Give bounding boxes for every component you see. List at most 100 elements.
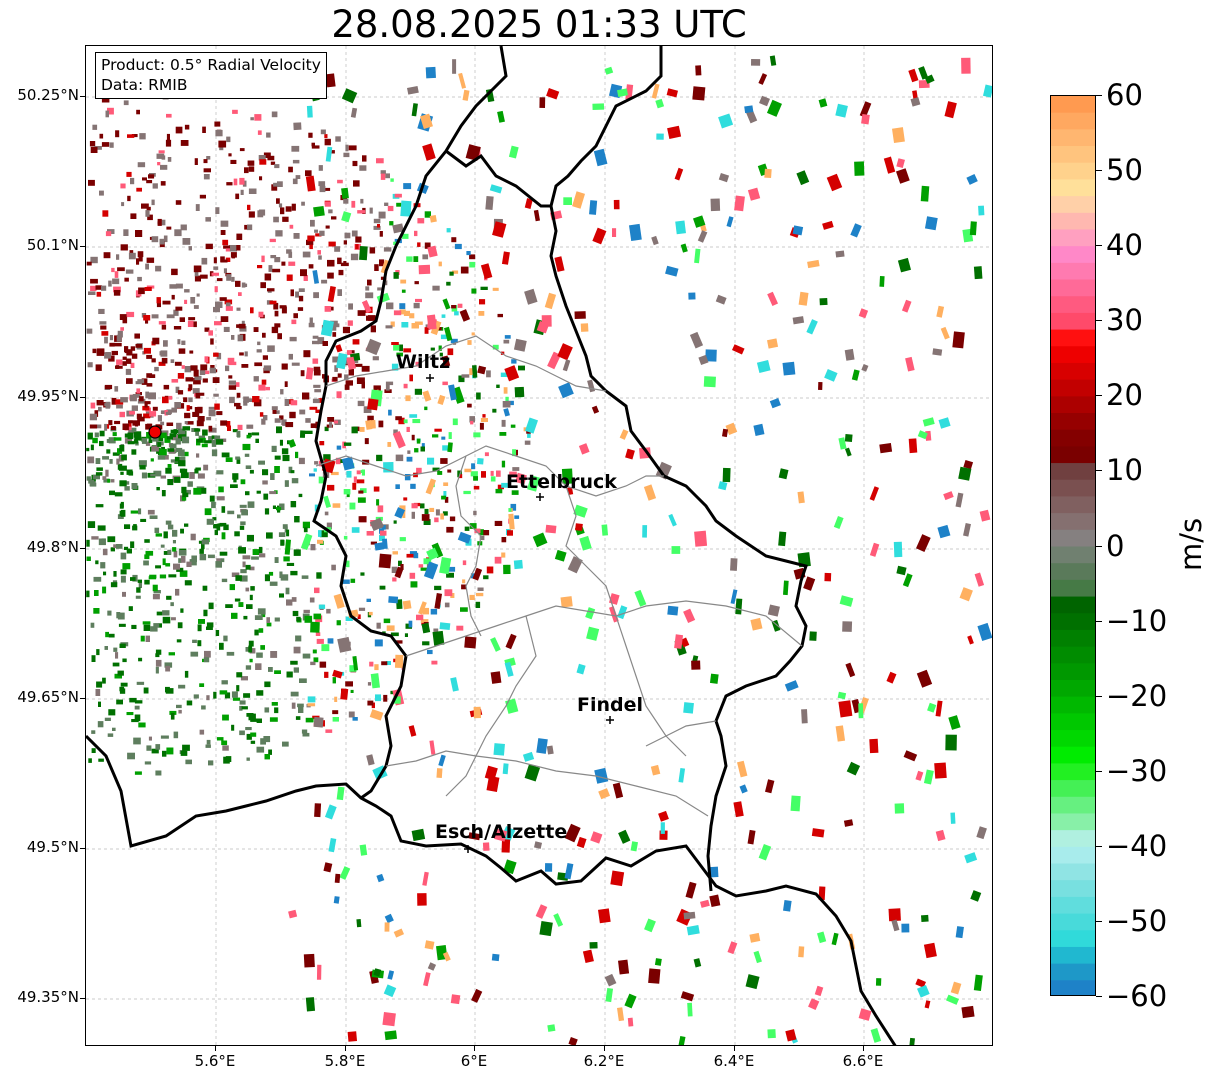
radar-echo: [138, 508, 142, 515]
radar-echo: [504, 661, 514, 677]
radar-echo: [192, 411, 200, 417]
radar-echo: [568, 1037, 578, 1045]
radar-echo: [806, 319, 818, 335]
radar-echo: [478, 529, 484, 536]
colorbar-tick-label: 40: [1106, 228, 1143, 262]
radar-echo: [206, 626, 213, 630]
radar-echo: [355, 244, 359, 250]
radar-echo: [505, 698, 519, 714]
map-title: 28.08.2025 01:33 UTC: [331, 3, 747, 46]
radar-echo: [149, 515, 158, 519]
radar-echo: [373, 385, 381, 392]
radar-echo: [124, 486, 130, 491]
radar-echo: [110, 426, 116, 430]
radar-echo: [166, 113, 172, 118]
radar-echo: [665, 265, 679, 277]
radar-echo: [305, 997, 316, 1012]
radar-echo: [323, 495, 332, 508]
radar-echo: [783, 580, 789, 596]
radar-echo: [209, 367, 216, 374]
radar-echo: [107, 478, 111, 483]
radar-echo: [233, 478, 237, 483]
radar-echo: [249, 658, 253, 663]
radar-echo: [277, 333, 282, 340]
radar-echo: [314, 461, 319, 465]
radar-echo: [735, 598, 743, 615]
radar-echo: [171, 407, 177, 413]
radar-echo: [492, 408, 497, 413]
radar-echo: [718, 481, 728, 491]
radar-echo: [160, 735, 169, 739]
radar-echo: [477, 587, 484, 591]
radar-echo: [186, 561, 192, 567]
radar-echo: [176, 434, 183, 442]
radar-echo: [411, 503, 418, 509]
radar-echo: [417, 893, 427, 906]
radar-echo: [186, 421, 194, 425]
radar-echo: [236, 430, 241, 437]
radar-echo: [837, 691, 847, 700]
radar-echo: [332, 503, 341, 508]
radar-echo: [433, 628, 439, 632]
radar-echo: [306, 239, 314, 246]
radar-echo: [211, 440, 217, 447]
radar-echo: [387, 205, 394, 212]
radar-echo: [385, 381, 394, 386]
radar-echo: [893, 541, 903, 558]
radar-echo: [331, 216, 337, 220]
radar-echo: [467, 403, 472, 408]
radar-echo: [308, 132, 313, 138]
radar-echo: [409, 313, 415, 319]
radar-echo: [316, 964, 322, 980]
radar-echo: [178, 558, 182, 563]
radar-echo: [286, 274, 293, 281]
radar-echo: [100, 562, 106, 569]
colorbar-segment: [1051, 112, 1095, 130]
radar-echo: [131, 483, 138, 489]
radar-echo: [422, 254, 429, 260]
radar-echo: [512, 467, 520, 471]
radar-echo: [758, 73, 768, 85]
radar-echo: [124, 346, 129, 353]
radar-echo: [89, 413, 97, 421]
radar-echo: [343, 152, 350, 158]
colorbar-tick-mark: [1096, 996, 1102, 997]
radar-echo: [109, 459, 113, 464]
radar-echo: [196, 293, 200, 297]
radar-echo: [193, 369, 199, 377]
radar-echo: [245, 465, 252, 469]
colorbar-segment: [1051, 546, 1095, 564]
lat-tick-mark: [80, 848, 85, 849]
radar-echo: [629, 223, 642, 242]
radar-echo: [112, 278, 120, 285]
radar-echo: [262, 332, 266, 338]
radar-echo: [291, 319, 297, 325]
radar-echo: [86, 328, 93, 334]
radar-echo: [160, 350, 168, 357]
radar-echo: [103, 252, 111, 259]
radar-echo: [376, 873, 385, 883]
radar-echo: [693, 958, 702, 968]
radar-echo: [318, 604, 326, 609]
radar-echo: [328, 837, 337, 853]
radar-echo: [318, 165, 323, 171]
radar-echo: [961, 57, 971, 74]
radar-echo: [465, 144, 481, 161]
radar-echo: [851, 369, 860, 381]
radar-echo: [247, 501, 255, 508]
radar-echo: [241, 282, 246, 288]
radar-echo: [238, 602, 244, 607]
radar-echo: [396, 352, 403, 357]
radar-echo: [258, 628, 264, 633]
radar-echo: [337, 257, 342, 265]
radar-echo: [370, 673, 380, 689]
colorbar-segment: [1051, 146, 1095, 164]
radar-echo: [120, 509, 126, 517]
radar-echo: [901, 299, 912, 313]
radar-echo: [784, 680, 799, 692]
radar-echo: [103, 571, 107, 576]
radar-echo: [908, 438, 918, 454]
product-label: Product: 0.5° Radial Velocity: [101, 56, 321, 74]
radar-echo: [302, 521, 310, 529]
radar-map[interactable]: [85, 45, 993, 1046]
